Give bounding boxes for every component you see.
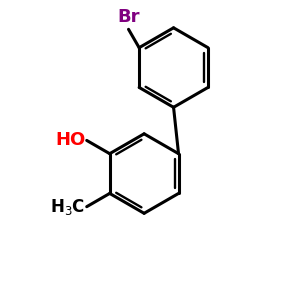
Text: H$_3$C: H$_3$C bbox=[50, 197, 85, 217]
Text: Br: Br bbox=[117, 8, 140, 26]
Text: HO: HO bbox=[55, 131, 85, 149]
